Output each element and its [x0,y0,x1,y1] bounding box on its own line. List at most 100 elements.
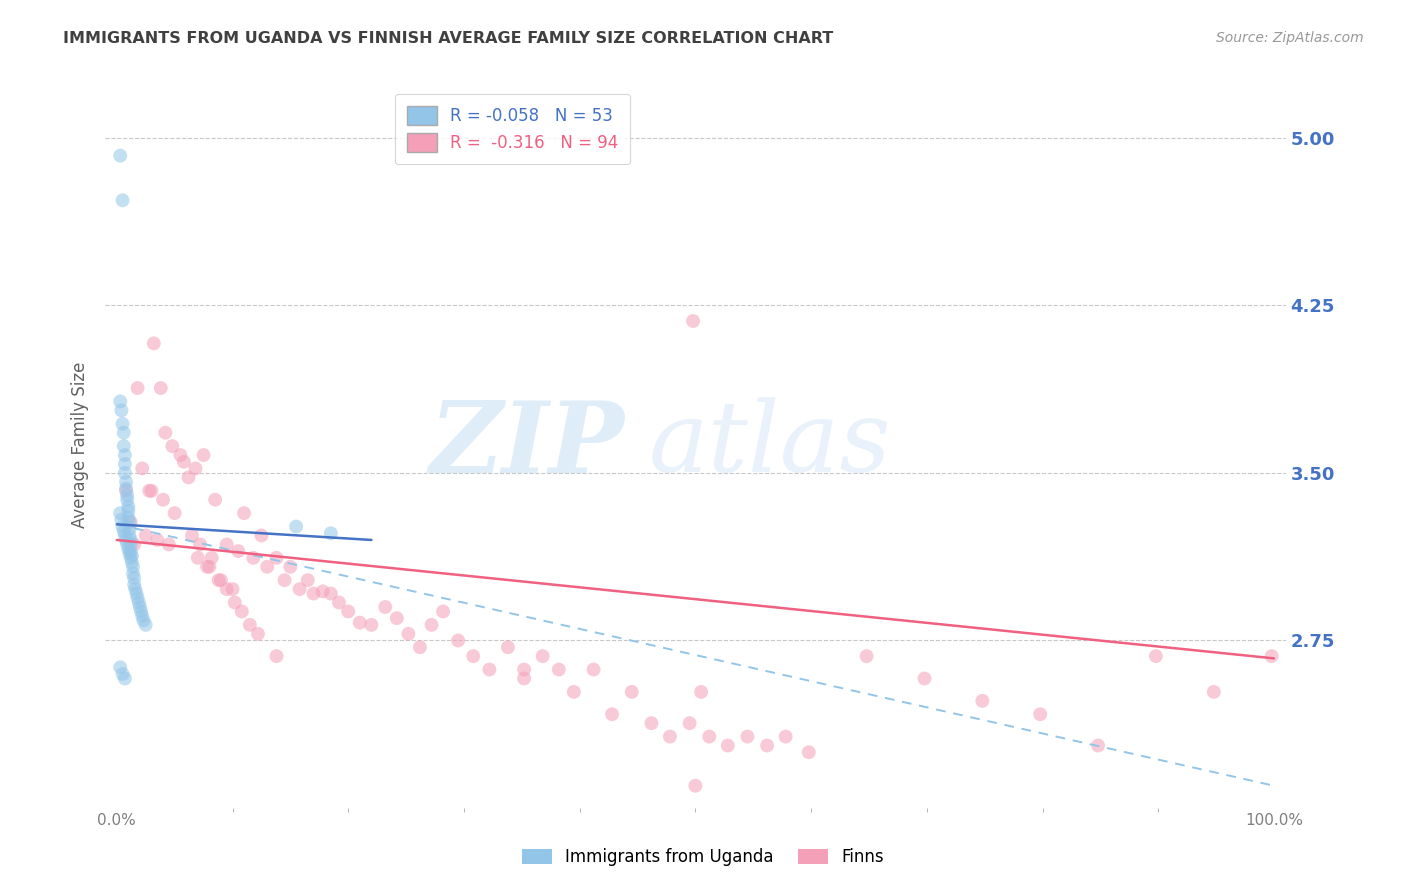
Point [114,528,136,542]
Point [374,599,396,614]
Point [142,336,165,351]
Point [226,544,249,558]
Text: atlas: atlas [648,397,891,492]
Point [678,716,700,731]
Point [129,604,152,618]
Point [117,504,139,518]
Point [239,618,262,632]
Point [319,526,342,541]
Point [600,707,623,722]
Point [127,381,149,395]
Point [155,425,177,440]
Point [135,528,157,542]
Point [122,577,145,591]
Point [115,483,138,498]
Point [181,528,204,542]
Point [122,566,145,581]
Point [112,425,135,440]
Point [302,586,325,600]
Point [157,537,180,551]
Point [775,730,797,744]
Point [117,510,139,524]
Point [118,546,141,560]
Point [115,537,138,551]
Point [685,779,707,793]
Point [188,537,211,551]
Point [124,582,146,596]
Point [149,381,172,395]
Point [1260,649,1282,664]
Point [120,515,142,529]
Point [115,492,138,507]
Point [1087,739,1109,753]
Point [478,663,501,677]
Point [640,716,662,731]
Point [737,730,759,744]
Point [690,685,713,699]
Point [193,448,215,462]
Text: ZIP: ZIP [430,397,624,493]
Point [128,595,150,609]
Point [513,672,536,686]
Point [110,506,132,520]
Point [114,466,136,480]
Point [266,550,288,565]
Point [122,537,145,551]
Point [385,611,408,625]
Point [266,649,288,664]
Point [697,730,720,744]
Point [138,483,160,498]
Legend: R = -0.058   N = 53, R =  -0.316   N = 94: R = -0.058 N = 53, R = -0.316 N = 94 [395,94,630,164]
Point [110,394,132,409]
Point [215,537,238,551]
Point [110,403,132,417]
Point [184,461,207,475]
Point [129,599,152,614]
Point [111,194,134,208]
Point [288,582,311,596]
Point [242,550,264,565]
Point [141,483,163,498]
Point [115,475,138,489]
Point [110,148,132,162]
Point [914,672,936,686]
Point [127,591,149,605]
Point [120,544,142,558]
Point [224,595,246,609]
Point [285,519,308,533]
Point [1144,649,1167,664]
Point [114,457,136,471]
Point [246,627,269,641]
Point [233,506,256,520]
Text: Source: ZipAtlas.com: Source: ZipAtlas.com [1216,31,1364,45]
Point [337,604,360,618]
Point [118,528,141,542]
Point [297,573,319,587]
Point [115,488,138,502]
Point [432,604,454,618]
Point [447,633,470,648]
Point [125,586,148,600]
Point [797,745,820,759]
Point [146,533,169,547]
Point [122,559,145,574]
Point [360,618,382,632]
Point [120,537,142,551]
Point [513,663,536,677]
Point [658,730,681,744]
Point [221,582,243,596]
Point [112,439,135,453]
Point [135,618,157,632]
Point [201,550,224,565]
Point [496,640,519,655]
Point [215,582,238,596]
Point [547,663,569,677]
Point [209,573,232,587]
Point [420,618,443,632]
Point [120,533,142,547]
Point [756,739,779,753]
Point [111,417,134,431]
Point [111,667,134,681]
Point [409,640,432,655]
Point [121,549,143,563]
